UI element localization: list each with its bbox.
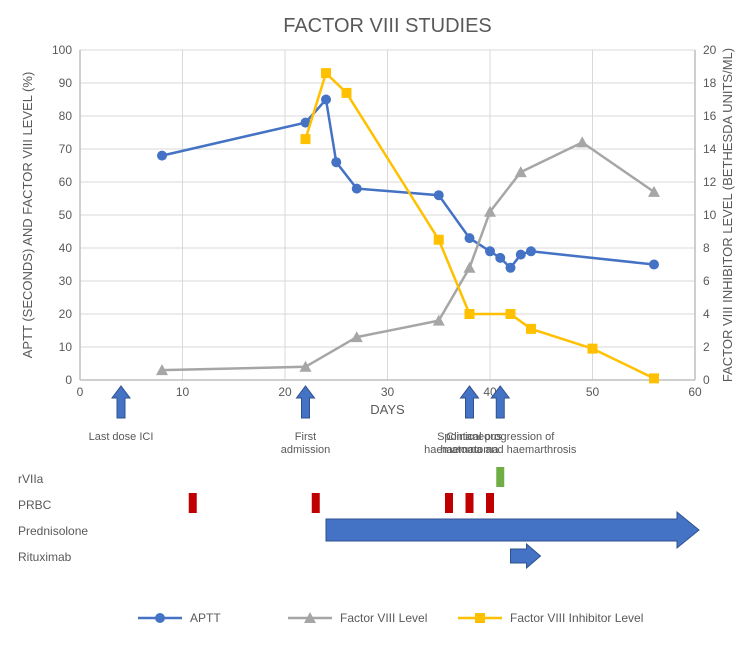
event-arrow [297,386,315,418]
aptt-point [649,260,659,270]
fviii-inhib-point [434,235,444,245]
event-arrow [112,386,130,418]
svg-text:10: 10 [59,340,73,354]
treatment-label: Rituximab [18,550,72,564]
svg-text:90: 90 [59,76,73,90]
prbc-mark [312,493,320,513]
chart-svg: FACTOR VIII STUDIES010203040506070809010… [10,10,745,642]
event-label: Last dose ICI [89,431,154,443]
legend-aptt-label: APTT [190,611,221,625]
svg-text:40: 40 [59,241,73,255]
fviii-inhib-point [526,324,536,334]
fviii-level-point [515,166,527,177]
event-label: admission [281,444,331,456]
prbc-mark [486,493,494,513]
svg-text:20: 20 [59,307,73,321]
y-left-label: APTT (SECONDS) AND FACTOR VIII LEVEL (%) [20,72,35,359]
legend-fviii-inhib-label: Factor VIII Inhibitor Level [510,611,643,625]
svg-text:20: 20 [703,43,717,57]
aptt-point [506,263,516,273]
factor-viii-chart: FACTOR VIII STUDIES010203040506070809010… [10,10,745,642]
aptt-point [526,246,536,256]
svg-text:100: 100 [52,43,72,57]
aptt-point [465,233,475,243]
fviii-inhib-point [506,309,516,319]
fviii-inhib-line [306,73,655,378]
event-label: haematoma and haemarthrosis [424,444,577,456]
fviii-inhib-point [649,373,659,383]
aptt-point [495,253,505,263]
treatment-label: PRBC [18,498,52,512]
treatment-label: rVIIa [18,472,44,486]
aptt-line [162,100,654,268]
aptt-point [321,95,331,105]
svg-text:10: 10 [176,385,190,399]
event-arrow [461,386,479,418]
aptt-point [331,157,341,167]
fviii-level-point [464,262,476,273]
svg-text:20: 20 [278,385,292,399]
svg-text:16: 16 [703,109,717,123]
fviii-level-point [576,136,588,147]
rviia-mark [496,467,504,487]
prednisolone-bar [326,512,699,548]
aptt-point [157,151,167,161]
aptt-point [352,184,362,194]
prbc-mark [189,493,197,513]
svg-text:2: 2 [703,340,710,354]
fviii-inhib-point [321,68,331,78]
svg-text:50: 50 [586,385,600,399]
svg-text:0: 0 [77,385,84,399]
svg-text:80: 80 [59,109,73,123]
svg-text:70: 70 [59,142,73,156]
fviii-level-point [433,315,445,326]
svg-text:30: 30 [381,385,395,399]
svg-text:10: 10 [703,208,717,222]
svg-text:12: 12 [703,175,717,189]
x-label: DAYS [370,402,405,417]
fviii-inhib-point [342,88,352,98]
svg-text:6: 6 [703,274,710,288]
event-label: Clinical progression of [446,431,555,443]
svg-text:14: 14 [703,142,717,156]
svg-text:0: 0 [65,373,72,387]
svg-text:8: 8 [703,241,710,255]
fviii-inhib-point [588,344,598,354]
rituximab-arrow [511,544,541,568]
aptt-point [516,250,526,260]
event-label: First [295,431,316,443]
prbc-mark [445,493,453,513]
svg-text:30: 30 [59,274,73,288]
aptt-point [434,190,444,200]
svg-text:0: 0 [703,373,710,387]
treatment-label: Prednisolone [18,524,88,538]
svg-text:60: 60 [688,385,702,399]
svg-text:50: 50 [59,208,73,222]
y-right-label: FACTOR VIII INHIBITOR LEVEL (BETHESDA UN… [720,48,735,382]
fviii-inhib-point [465,309,475,319]
svg-text:18: 18 [703,76,717,90]
svg-text:4: 4 [703,307,710,321]
fviii-inhib-point [301,134,311,144]
aptt-point [485,246,495,256]
legend-fviii-level-label: Factor VIII Level [340,611,427,625]
prbc-mark [466,493,474,513]
svg-text:60: 60 [59,175,73,189]
chart-title: FACTOR VIII STUDIES [283,15,492,37]
